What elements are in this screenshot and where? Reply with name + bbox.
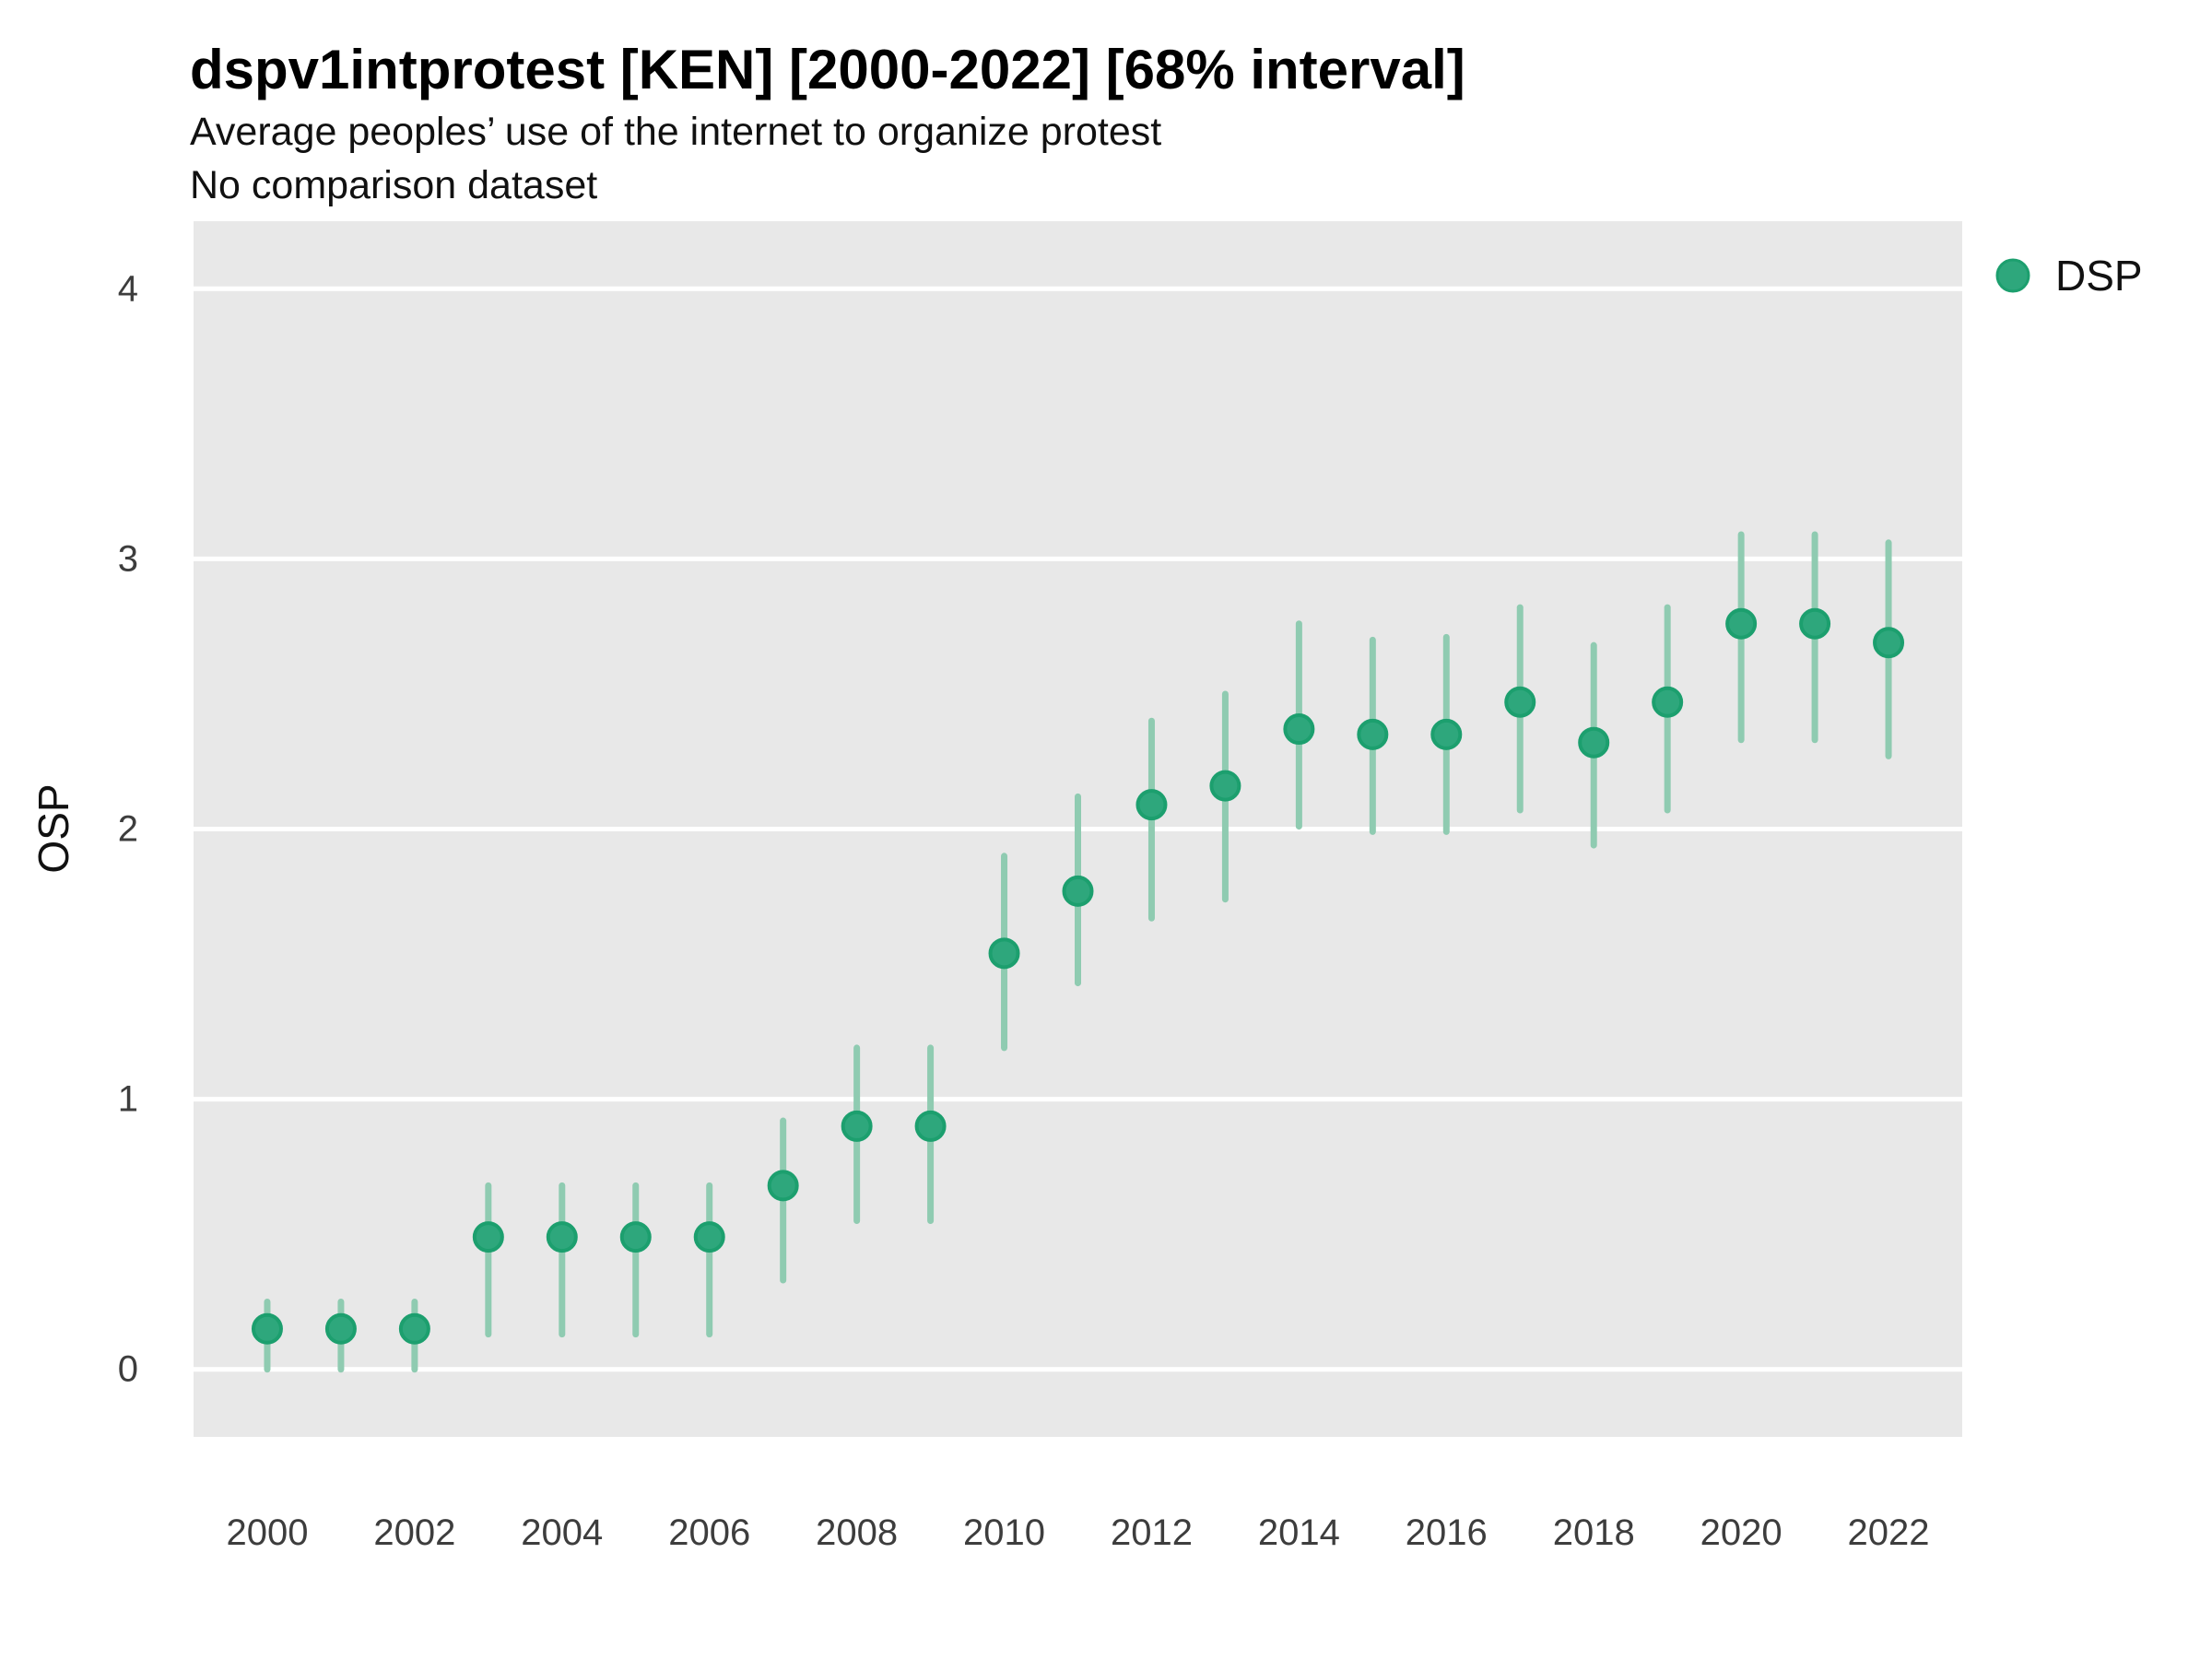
data-point-DSP-2006: [693, 1221, 725, 1253]
x-tick-label-2002: 2002: [373, 1512, 455, 1553]
data-point-DSP-2018: [1578, 726, 1610, 759]
x-tick-label-2020: 2020: [1700, 1512, 1783, 1553]
data-point-DSP-2019: [1652, 686, 1684, 718]
y-tick-label-0: 0: [118, 1349, 138, 1390]
data-point-DSP-2010: [988, 937, 1020, 970]
x-tick-label-2008: 2008: [816, 1512, 898, 1553]
data-point-DSP-2009: [914, 1110, 947, 1142]
data-point-DSP-2017: [1504, 686, 1536, 718]
x-tick-label-2014: 2014: [1258, 1512, 1340, 1553]
chart-note: No comparison dataset: [190, 163, 597, 207]
x-tick-label-2010: 2010: [963, 1512, 1045, 1553]
data-point-DSP-2020: [1725, 607, 1758, 640]
x-tick-label-2000: 2000: [226, 1512, 308, 1553]
y-axis-title: OSP: [29, 783, 77, 873]
x-tick-label-2004: 2004: [521, 1512, 603, 1553]
data-point-DSP-2011: [1062, 875, 1094, 907]
y-axis-tick-labels: 0 1 2 3 4: [118, 268, 138, 1389]
chart-title: dspv1intprotest [KEN] [2000-2022] [68% i…: [190, 39, 1465, 100]
data-point-DSP-2002: [398, 1312, 430, 1345]
data-point-DSP-2014: [1283, 713, 1315, 746]
data-point-DSP-2003: [472, 1221, 504, 1253]
data-point-DSP-2000: [251, 1312, 283, 1345]
y-tick-label-4: 4: [118, 268, 138, 309]
x-tick-label-2016: 2016: [1406, 1512, 1488, 1553]
data-point-DSP-2005: [619, 1221, 652, 1253]
data-point-DSP-2001: [324, 1312, 357, 1345]
data-point-DSP-2022: [1873, 627, 1905, 659]
data-point-DSP-2016: [1430, 718, 1463, 750]
data-point-DSP-2012: [1135, 789, 1168, 821]
legend-entry-label: DSP: [2055, 252, 2143, 300]
data-point-DSP-2021: [1799, 607, 1831, 640]
data-point-DSP-2004: [546, 1221, 578, 1253]
x-tick-label-2012: 2012: [1111, 1512, 1193, 1553]
y-tick-label-3: 3: [118, 538, 138, 579]
x-tick-label-2022: 2022: [1848, 1512, 1930, 1553]
legend-marker-circle-icon: [1995, 258, 2030, 293]
data-points: [251, 607, 1905, 1345]
data-point-DSP-2008: [841, 1110, 873, 1142]
data-point-DSP-2007: [767, 1170, 799, 1202]
legend: DSP: [1995, 252, 2143, 300]
x-tick-label-2006: 2006: [668, 1512, 750, 1553]
x-axis-tick-labels: 2000 2002 2004 2006 2008 2010 2012 2014 2016 2018…: [226, 1512, 1929, 1553]
y-tick-label-2: 2: [118, 809, 138, 850]
chart-subtitle: Average peoples’ use of the internet to …: [190, 110, 1161, 154]
data-point-DSP-2015: [1357, 718, 1389, 750]
y-tick-label-1: 1: [118, 1079, 138, 1120]
x-tick-label-2018: 2018: [1553, 1512, 1635, 1553]
data-point-DSP-2013: [1209, 770, 1241, 802]
